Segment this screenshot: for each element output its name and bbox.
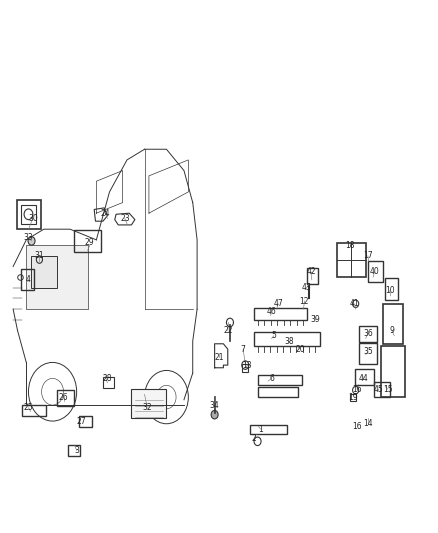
Bar xyxy=(242,364,248,372)
Text: 17: 17 xyxy=(363,252,373,260)
Circle shape xyxy=(211,410,218,419)
Bar xyxy=(381,346,405,397)
Bar xyxy=(79,416,92,427)
Text: 7: 7 xyxy=(240,345,246,353)
Text: 38: 38 xyxy=(284,337,294,345)
Text: 28: 28 xyxy=(102,374,112,383)
Text: 35: 35 xyxy=(363,348,373,356)
Text: 22: 22 xyxy=(223,326,233,335)
Circle shape xyxy=(28,237,35,245)
Text: 33: 33 xyxy=(24,233,33,241)
Text: 2: 2 xyxy=(252,434,256,442)
Bar xyxy=(26,245,88,309)
Bar xyxy=(74,230,101,252)
Text: 46: 46 xyxy=(267,308,276,316)
Text: 24: 24 xyxy=(100,209,110,217)
Bar xyxy=(383,304,403,344)
Bar xyxy=(355,369,374,385)
Bar xyxy=(374,382,390,397)
Bar xyxy=(385,278,398,300)
Text: 15: 15 xyxy=(383,385,392,393)
Bar xyxy=(254,332,320,346)
Bar xyxy=(359,326,377,342)
Bar xyxy=(21,269,34,290)
Text: 25: 25 xyxy=(24,403,33,412)
Text: 16: 16 xyxy=(352,422,362,431)
Text: 36: 36 xyxy=(363,329,373,337)
Text: 27: 27 xyxy=(76,417,86,425)
Text: 12: 12 xyxy=(300,297,309,305)
Text: 43: 43 xyxy=(302,284,311,292)
Bar xyxy=(57,390,74,406)
Text: 32: 32 xyxy=(142,403,152,412)
Text: 41: 41 xyxy=(350,300,360,308)
Text: 9: 9 xyxy=(389,326,395,335)
Text: 40: 40 xyxy=(370,268,379,276)
Text: 16: 16 xyxy=(352,385,362,393)
Bar xyxy=(250,425,287,434)
Text: 19: 19 xyxy=(348,393,357,401)
Bar xyxy=(337,243,366,277)
Bar xyxy=(350,394,356,401)
Text: 18: 18 xyxy=(346,241,355,249)
Text: 26: 26 xyxy=(59,393,68,401)
Text: 31: 31 xyxy=(35,252,44,260)
Bar xyxy=(307,268,318,284)
Text: 34: 34 xyxy=(210,401,219,409)
Text: 29: 29 xyxy=(85,238,95,247)
Text: 39: 39 xyxy=(311,316,320,324)
Bar xyxy=(254,308,307,320)
Bar xyxy=(359,343,377,364)
Text: 30: 30 xyxy=(28,214,38,223)
Bar xyxy=(17,200,41,229)
Text: 10: 10 xyxy=(385,286,395,295)
Text: 45: 45 xyxy=(374,385,384,393)
Text: 5: 5 xyxy=(271,332,276,340)
Text: 6: 6 xyxy=(269,374,274,383)
Bar xyxy=(21,205,36,224)
Text: 42: 42 xyxy=(306,268,316,276)
Bar xyxy=(368,261,383,282)
Text: 4: 4 xyxy=(26,276,31,284)
Bar xyxy=(22,405,46,416)
Bar xyxy=(31,256,57,288)
Text: 23: 23 xyxy=(120,214,130,223)
Bar xyxy=(258,387,298,397)
Bar xyxy=(131,389,166,418)
Bar xyxy=(103,377,114,388)
Text: 21: 21 xyxy=(214,353,224,361)
Text: 1: 1 xyxy=(258,425,263,433)
Text: 44: 44 xyxy=(359,374,368,383)
Bar xyxy=(258,375,302,385)
Text: 47: 47 xyxy=(273,300,283,308)
Text: 14: 14 xyxy=(363,419,373,428)
Text: 20: 20 xyxy=(295,345,305,353)
Text: 3: 3 xyxy=(74,446,79,455)
Text: 13: 13 xyxy=(243,361,252,369)
Bar xyxy=(68,445,80,456)
